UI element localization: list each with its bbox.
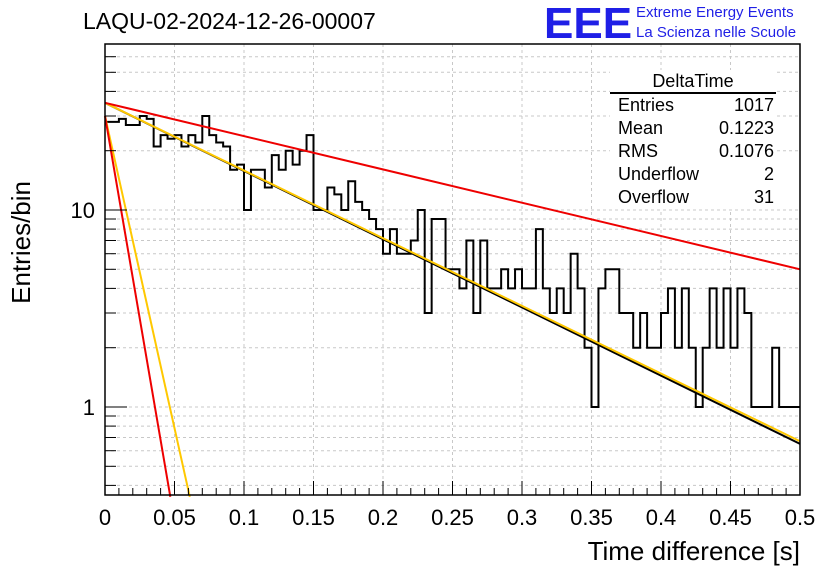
stats-label: Underflow xyxy=(618,164,700,184)
stats-label: Overflow xyxy=(618,187,690,207)
stats-title: DeltaTime xyxy=(610,70,776,94)
stats-value: 2 xyxy=(763,164,774,184)
fit-line xyxy=(104,101,801,271)
histogram-series xyxy=(105,115,800,408)
eee-logo-text: Extreme Energy Events La Scienza nelle S… xyxy=(636,3,796,43)
y-axis-label: Entries/bin xyxy=(6,181,36,304)
x-tick-label: 0.15 xyxy=(292,505,335,530)
axis-ticks xyxy=(104,56,801,495)
stats-label: Mean xyxy=(618,118,664,138)
x-axis-label: Time difference [s] xyxy=(588,536,800,566)
stats-row: Entries 1017 xyxy=(610,94,776,117)
y-tick-label: 10 xyxy=(71,198,95,223)
stats-label: RMS xyxy=(618,141,658,161)
x-tick-label: 0.45 xyxy=(709,505,752,530)
y-tick-label: 1 xyxy=(83,395,95,420)
grid-lines xyxy=(105,44,800,495)
x-tick-label: 0.25 xyxy=(431,505,474,530)
logo-line-1: Extreme Energy Events xyxy=(636,4,794,21)
x-tick-label: 0.3 xyxy=(507,505,538,530)
fit-curves xyxy=(104,101,801,498)
x-tick-label: 0 xyxy=(99,505,111,530)
x-tick-label: 0.4 xyxy=(646,505,677,530)
stats-value: 1017 xyxy=(733,95,774,115)
stats-row: Overflow 31 xyxy=(610,186,776,209)
eee-logo: EEE xyxy=(544,0,633,48)
x-tick-label: 0.35 xyxy=(570,505,613,530)
fit-line xyxy=(104,115,191,498)
stats-label: Entries xyxy=(618,95,675,115)
x-tick-label: 0.1 xyxy=(229,505,260,530)
fit-line xyxy=(104,101,801,443)
fit-line xyxy=(104,115,172,497)
stats-value: 0.1076 xyxy=(718,141,774,161)
x-tick-label: 0.05 xyxy=(153,505,196,530)
stats-row: Mean 0.1223 xyxy=(610,117,776,140)
axis-tick-labels: 0 0.05 0.1 0.15 0.2 0.25 0.3 0.35 0.4 0.45 0.5 1 10 xyxy=(71,198,816,530)
histogram-steps xyxy=(105,115,800,408)
x-tick-label: 0.5 xyxy=(785,505,816,530)
stats-value: 0.1223 xyxy=(718,118,774,138)
logo-line-2: La Scienza nelle Scuole xyxy=(636,24,797,41)
stats-row: RMS 0.1076 xyxy=(610,140,776,163)
stats-value: 31 xyxy=(753,187,774,207)
stats-box: DeltaTime Entries 1017 Mean 0.1223 RMS 0.10… xyxy=(610,70,776,209)
stats-row: Underflow 2 xyxy=(610,163,776,186)
x-tick-label: 0.2 xyxy=(368,505,399,530)
run-title: LAQU-02-2024-12-26-00007 xyxy=(83,8,376,34)
